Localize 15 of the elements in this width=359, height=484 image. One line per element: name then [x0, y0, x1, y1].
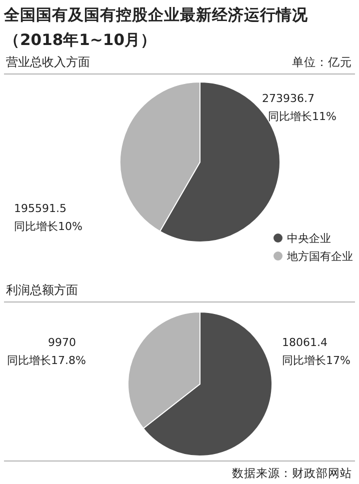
legend-label: 中央企业 [287, 232, 331, 245]
legend-label: 地方国有企业 [286, 250, 353, 263]
text: 同比增长11% [268, 110, 336, 123]
data-label: 273936.7 [262, 92, 314, 105]
chart-title: 全国国有及国有控股企业最新经济运行情况（2018年1~10月） [3, 6, 309, 49]
source-note: 数据来源：财政部网站 [232, 466, 352, 480]
data-label: 195591.5 [14, 202, 66, 215]
chart-subtitle: 营业总收入方面 [6, 55, 90, 69]
data-label: 18061.4 [282, 336, 328, 349]
text: 同比增长10% [14, 220, 82, 233]
chart-subtitle: 利润总额方面 [6, 283, 78, 297]
text: 同比增长17% [282, 354, 350, 367]
text: 同比增长17.8% [7, 354, 86, 367]
data-label: 9970 [48, 336, 76, 349]
text: 单位：亿元 [292, 55, 352, 69]
